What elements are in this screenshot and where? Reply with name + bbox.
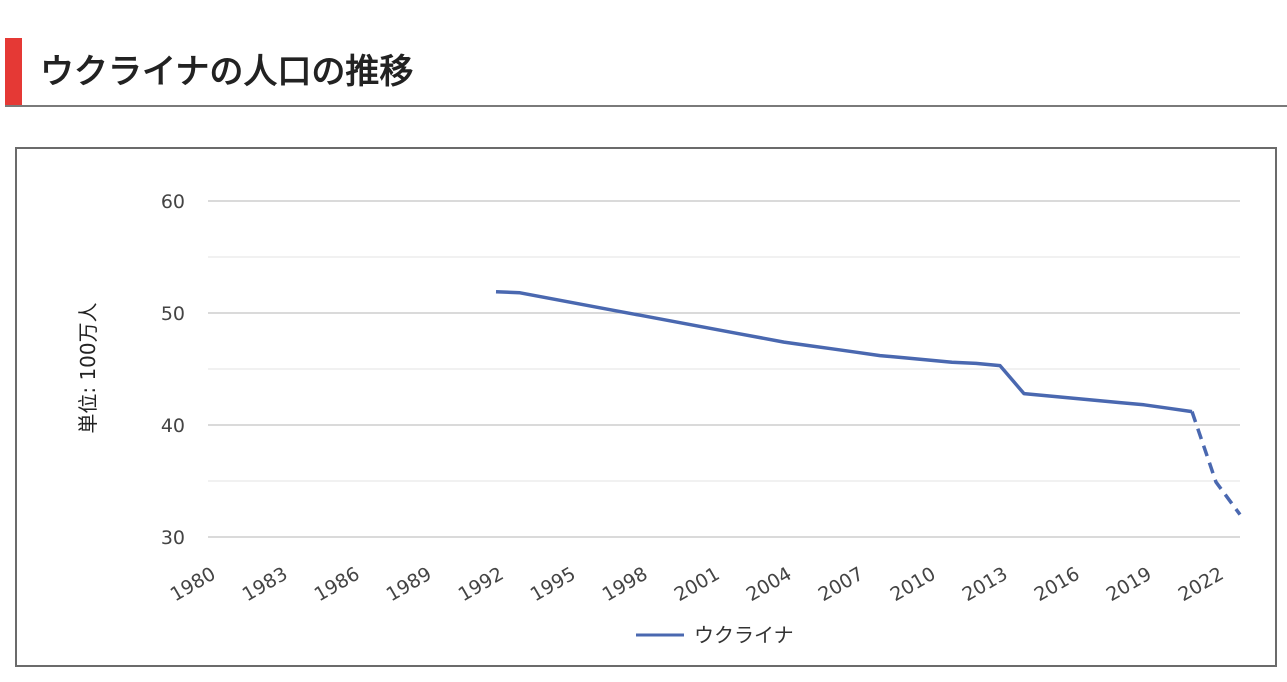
page-heading: ウクライナの人口の推移 xyxy=(0,34,1287,107)
page-title: ウクライナの人口の推移 xyxy=(40,52,414,92)
x-tick-label: 2022 xyxy=(1175,563,1228,606)
chart-container xyxy=(15,147,1277,667)
series-line-ukraine xyxy=(495,289,1193,414)
y-axis-label: 単位: 100万人 xyxy=(76,302,100,433)
heading-accent-bar xyxy=(5,38,22,106)
x-tick-label: 2019 xyxy=(1103,563,1156,606)
series-line-ukraine-projection xyxy=(1190,411,1242,516)
x-tick-label: 2007 xyxy=(815,563,868,606)
y-tick-label: 30 xyxy=(161,527,185,549)
legend: ウクライナ xyxy=(636,623,794,647)
x-tick-label: 2013 xyxy=(959,563,1012,606)
y-tick-label: 50 xyxy=(161,303,185,325)
y-tick-label: 40 xyxy=(161,415,185,437)
x-tick-label: 1992 xyxy=(455,563,508,606)
x-tick-label: 2001 xyxy=(671,563,724,606)
x-tick-label: 1998 xyxy=(599,563,652,606)
y-tick-label: 60 xyxy=(161,191,185,213)
x-tick-label: 2016 xyxy=(1031,563,1084,606)
y-axis-ticks: 30 40 50 60 xyxy=(161,191,185,549)
legend-label-ukraine: ウクライナ xyxy=(694,623,794,647)
grid-lines xyxy=(208,200,1240,538)
x-tick-label: 2010 xyxy=(887,563,940,606)
x-tick-label: 1989 xyxy=(383,563,436,606)
x-tick-label: 1995 xyxy=(527,563,580,606)
x-tick-label: 2004 xyxy=(743,563,796,606)
x-axis-ticks: 1980 1983 1986 1989 1992 1995 1998 2001 2004 2007… xyxy=(167,563,1228,606)
x-tick-label: 1983 xyxy=(239,563,292,606)
x-tick-label: 1986 xyxy=(311,563,364,606)
x-tick-label: 1980 xyxy=(167,563,220,606)
heading-underline xyxy=(5,105,1287,107)
series-lines xyxy=(495,289,1242,516)
